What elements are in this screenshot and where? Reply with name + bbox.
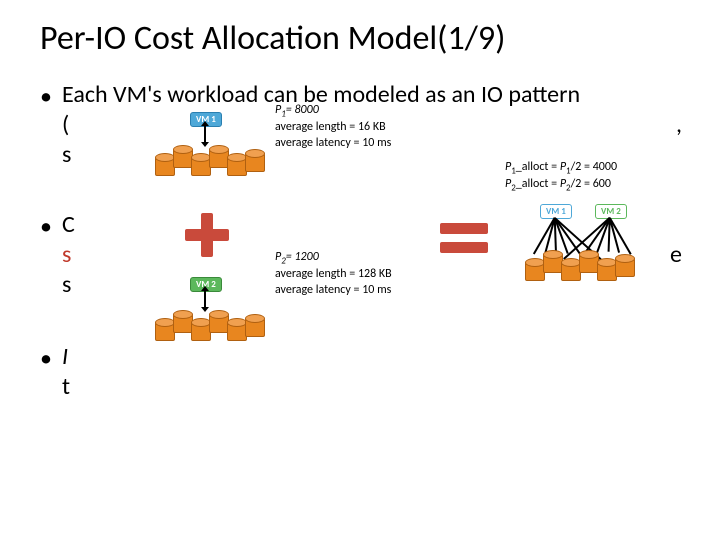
vm1-right: VM 1 <box>540 200 572 219</box>
p2-header: P2= 1200 <box>275 250 319 264</box>
p1-header: P1= 8000 <box>275 103 319 117</box>
disk <box>173 310 191 332</box>
disk <box>209 310 227 332</box>
bullet-dot: • <box>40 82 52 112</box>
disk <box>245 149 263 171</box>
p2-l1: average length = 128 KB <box>275 267 392 281</box>
line <box>609 217 631 254</box>
disk <box>227 318 245 340</box>
vm1-arrow <box>204 125 206 143</box>
alloc-text: P1_alloct = P1/2 = 4000 P2_alloct = P2/2… <box>505 160 617 194</box>
disk <box>191 318 209 340</box>
bullet-3-line1: I <box>62 342 68 371</box>
bullet-1-line2a: ( <box>62 110 69 139</box>
disk <box>561 258 579 280</box>
disk <box>209 145 227 167</box>
bullet-3-line2: t <box>62 372 70 401</box>
plus-icon <box>185 213 229 257</box>
disk <box>173 145 191 167</box>
equals-icon <box>440 220 488 256</box>
disk <box>615 254 633 276</box>
disk <box>155 318 173 340</box>
bullet-2-line2a: s <box>62 240 71 269</box>
bullet-dot: • <box>40 344 52 374</box>
diagram-panel: VM 1 P1= 8000 average length = 16 KB ave… <box>100 105 700 425</box>
disk <box>543 250 561 272</box>
alloc-l2: P2_alloct = P2/2 = 600 <box>505 177 611 191</box>
vm2-right-label: VM 2 <box>595 204 627 219</box>
disk <box>155 153 173 175</box>
p1-l1: average length = 16 KB <box>275 120 386 134</box>
disk <box>227 153 245 175</box>
page-title: Per-IO Cost Allocation Model(1/9) <box>0 0 720 59</box>
alloc-l1: P1_alloct = P1/2 = 4000 <box>505 160 617 174</box>
vm2-right: VM 2 <box>595 200 627 219</box>
slide-body: • Each VM's workload can be modeled as a… <box>40 80 700 520</box>
p2-text: P2= 1200 average length = 128 KB average… <box>275 250 392 298</box>
disk <box>525 258 543 280</box>
disk <box>579 250 597 272</box>
bullet-dot: • <box>40 212 52 242</box>
p1-text: P1= 8000 average length = 16 KB average … <box>275 103 391 151</box>
bullet-1-line3: s <box>62 140 71 169</box>
vm2-arrow <box>204 290 206 308</box>
disk <box>191 153 209 175</box>
bullet-2-line3: s <box>62 270 71 299</box>
bullet-2-line1: C <box>62 210 75 239</box>
p2-l2: average latency = 10 ms <box>275 283 391 297</box>
disk <box>245 314 263 336</box>
disk <box>597 258 615 280</box>
p1-l2: average latency = 10 ms <box>275 136 391 150</box>
